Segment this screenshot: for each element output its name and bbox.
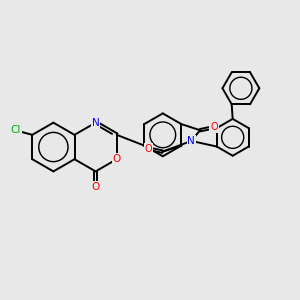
Text: Cl: Cl bbox=[11, 125, 21, 135]
Text: N: N bbox=[92, 118, 100, 128]
Text: O: O bbox=[92, 182, 100, 192]
Text: O: O bbox=[145, 144, 152, 154]
Text: O: O bbox=[112, 154, 121, 164]
Text: N: N bbox=[188, 136, 195, 146]
Text: O: O bbox=[210, 122, 218, 132]
